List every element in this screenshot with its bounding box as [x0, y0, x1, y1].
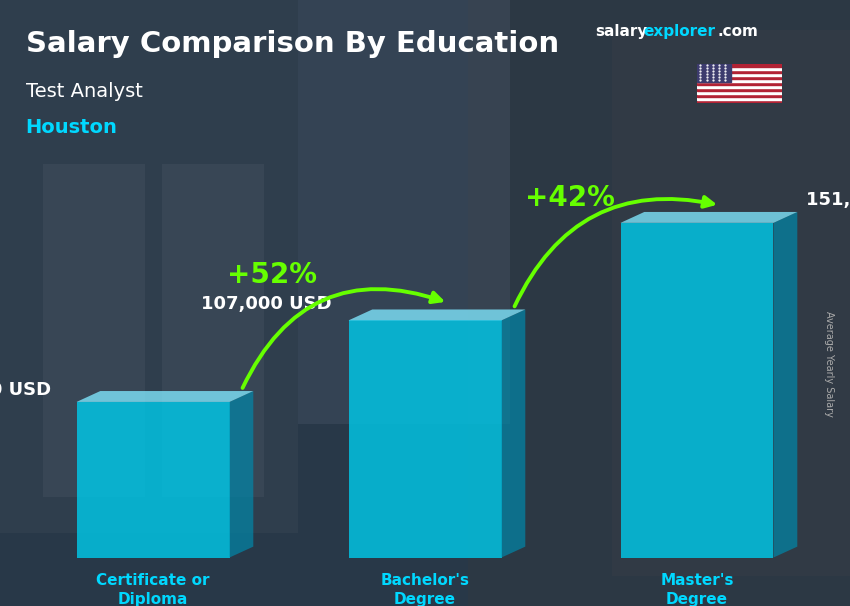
Text: Average Yearly Salary: Average Yearly Salary: [824, 311, 834, 416]
Text: Master's
Degree: Master's Degree: [660, 573, 734, 606]
Bar: [612, 30, 850, 576]
Text: +52%: +52%: [227, 261, 317, 289]
Bar: [697, 79, 782, 82]
Text: Test Analyst: Test Analyst: [26, 82, 142, 101]
Bar: [697, 64, 731, 82]
Bar: [697, 97, 782, 100]
Bar: [697, 73, 782, 76]
Bar: [0, 0, 298, 533]
Polygon shape: [620, 223, 774, 558]
Bar: [697, 91, 782, 94]
Text: +42%: +42%: [524, 184, 615, 211]
Bar: [298, 0, 510, 424]
Polygon shape: [774, 212, 797, 558]
Text: Bachelor's
Degree: Bachelor's Degree: [381, 573, 469, 606]
Bar: [697, 85, 782, 88]
Text: .com: .com: [717, 24, 758, 39]
Bar: [42, 164, 144, 497]
Bar: [697, 76, 782, 79]
Bar: [468, 0, 850, 606]
Bar: [162, 164, 264, 497]
Text: salary: salary: [595, 24, 648, 39]
Text: 107,000 USD: 107,000 USD: [201, 295, 332, 313]
Bar: [697, 100, 782, 103]
Polygon shape: [348, 321, 502, 558]
Polygon shape: [348, 310, 525, 321]
Polygon shape: [76, 391, 253, 402]
Bar: [697, 94, 782, 97]
Bar: [697, 82, 782, 85]
Text: Houston: Houston: [26, 118, 117, 137]
Text: 151,000 USD: 151,000 USD: [806, 191, 850, 209]
Text: Certificate or
Diploma: Certificate or Diploma: [96, 573, 210, 606]
Text: Salary Comparison By Education: Salary Comparison By Education: [26, 30, 558, 58]
Text: 70,200 USD: 70,200 USD: [0, 381, 51, 399]
Bar: [697, 70, 782, 73]
FancyArrowPatch shape: [242, 289, 441, 388]
Polygon shape: [230, 391, 253, 558]
Polygon shape: [620, 212, 797, 223]
Text: explorer: explorer: [643, 24, 716, 39]
Bar: [697, 64, 782, 67]
Bar: [697, 88, 782, 91]
Polygon shape: [502, 310, 525, 558]
FancyArrowPatch shape: [514, 197, 713, 307]
Polygon shape: [76, 402, 230, 558]
Bar: [697, 67, 782, 70]
